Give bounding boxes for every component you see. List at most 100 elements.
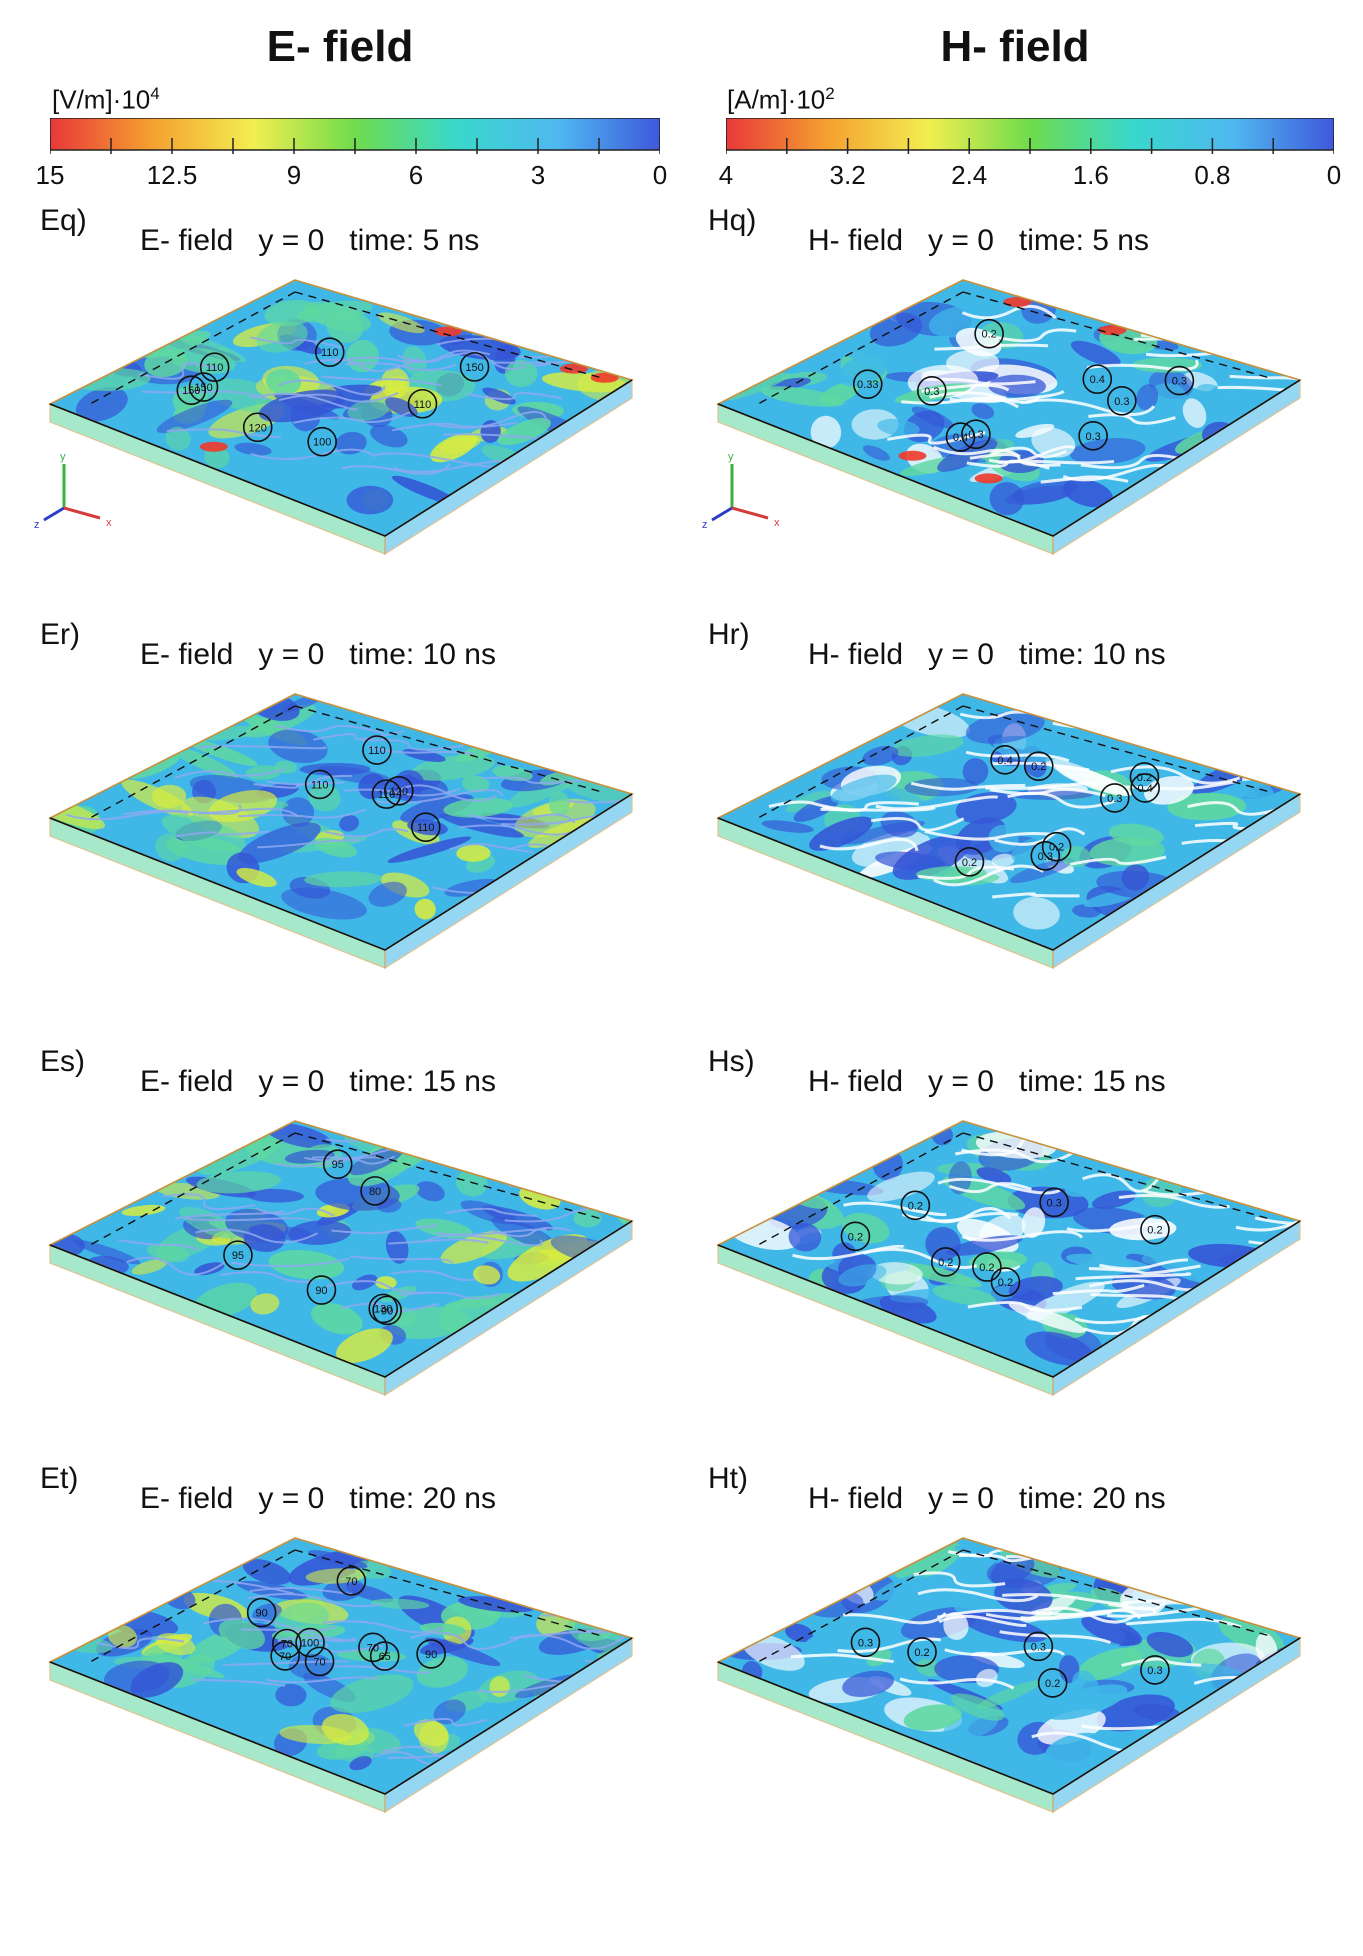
value-marker-label: 0.2 [1045, 1678, 1060, 1690]
value-marker-label: 70 [313, 1656, 325, 1668]
colorbar-tick-label: 3 [530, 160, 546, 190]
value-marker-circle [1140, 1655, 1170, 1685]
panel-title: E- field y = 0 time: 10 ns [140, 638, 496, 671]
hidden-back-edge [89, 1132, 296, 1246]
e-unit-exponent: 4 [150, 84, 160, 103]
value-marker-label: 110 [321, 347, 339, 359]
value-marker-circle [945, 422, 976, 452]
value-marker-circle [322, 1149, 353, 1179]
value-marker-label: 0.2 [1031, 761, 1046, 773]
value-marker-label: 120 [249, 422, 267, 434]
field-slab-render: 0.2 0.2 0.3 0.2 0.2 0.2 0.2 [716, 1120, 1302, 1397]
colorbar-tick-label: 15 [35, 160, 65, 190]
value-marker-label: 0.3 [1114, 396, 1129, 408]
panel-tag: Ht) [708, 1462, 748, 1495]
value-marker-label: 0.3 [1107, 793, 1122, 805]
hidden-back-edge [757, 1549, 964, 1663]
panel-title: E- field y = 0 time: 5 ns [140, 224, 480, 257]
value-marker-circle [840, 1221, 871, 1252]
value-marker-label: 110 [417, 822, 435, 834]
value-marker-circle [368, 1293, 399, 1324]
value-marker-circle [1030, 841, 1061, 871]
value-marker-circle [1129, 762, 1160, 792]
bounding-box-front-edge [49, 1220, 633, 1378]
hidden-back-edge [294, 705, 603, 793]
value-marker-label: 100 [301, 1638, 319, 1650]
value-marker-label: 70 [345, 1576, 357, 1588]
h-unit-exponent: 2 [825, 84, 835, 103]
value-marker-label: 110 [368, 745, 386, 757]
bounding-box-front-edge [717, 1637, 1301, 1795]
value-marker-label: 0.4 [997, 755, 1012, 767]
field-intensity-map [50, 694, 632, 950]
colorbar-tick-label: 0.8 [1194, 160, 1231, 190]
e-unit-base: [V/m]·10 [52, 84, 151, 115]
panel-tag: Er) [40, 618, 80, 651]
value-marker-label: 0.2 [1147, 1225, 1162, 1237]
value-marker-circle [954, 847, 985, 877]
value-marker-circle [1023, 1631, 1054, 1662]
value-marker-circle [961, 419, 991, 450]
value-marker-label: 0.4 [1090, 374, 1105, 386]
value-marker-label: 90 [256, 1608, 268, 1620]
value-marker-circle [930, 1247, 961, 1277]
value-marker-label: 0.2 [848, 1231, 863, 1243]
value-marker-circle [272, 1628, 302, 1659]
bounding-box-front-edge [717, 379, 1301, 537]
value-marker-label: 0.3 [1038, 851, 1053, 863]
field-slab-render: 0.20.30.20.20.40.30.20.4 [716, 693, 1302, 970]
axis-label: x [106, 517, 112, 529]
value-marker-label: 0.3 [1031, 1641, 1046, 1653]
value-marker-label: 0.2 [998, 1277, 1013, 1289]
hidden-back-edge [962, 1549, 1271, 1637]
value-marker-circle [336, 1566, 367, 1596]
value-marker-label: 110 [206, 362, 224, 374]
value-marker-label: 0.2 [908, 1200, 923, 1212]
panel-title: E- field y = 0 time: 15 ns [140, 1065, 496, 1098]
field-panel-hq: Hq) H- field y = 0 time: 5 ns 0.4 0.3 0.2 0.3… [702, 204, 1328, 614]
panel-tag: Hr) [708, 618, 750, 651]
value-marker-label: 110 [311, 779, 329, 791]
value-marker-circle [314, 337, 345, 367]
field-panel-ht: Ht) H- field y = 0 time: 20 ns 0.2 0.3 0.3 0.… [708, 1462, 1328, 1872]
colorbar-tick-label: 12.5 [146, 160, 198, 190]
value-marker-circle [974, 318, 1004, 349]
hidden-back-edge [757, 1132, 964, 1246]
value-marker-circle [295, 1627, 325, 1658]
field-panel-er: Er) E- field y = 0 time: 10 ns 110 110 110 12… [40, 618, 660, 1028]
value-marker-circle [383, 776, 414, 806]
hidden-back-edge [89, 1549, 296, 1663]
axis-label: y [60, 451, 66, 463]
field-intensity-map [50, 1121, 632, 1377]
value-marker-circle [360, 1176, 390, 1206]
value-marker-label: 0.3 [1172, 376, 1187, 388]
hidden-back-edge [962, 1132, 1271, 1220]
hidden-back-edge [962, 705, 1271, 793]
value-marker-label: 0.2 [981, 329, 996, 341]
hidden-back-edge [89, 291, 296, 405]
panel-title: H- field y = 0 time: 20 ns [808, 1482, 1166, 1515]
value-marker-circle [990, 1267, 1021, 1297]
axis-label: x [774, 517, 780, 529]
value-marker-circle [1082, 364, 1113, 394]
hidden-back-edge [757, 705, 964, 819]
value-marker-circle [307, 426, 337, 457]
value-marker-circle [1041, 831, 1072, 862]
field-slab-render: 0.2 0.3 0.3 0.2 0.3 [716, 1537, 1302, 1814]
value-marker-label: 110 [378, 789, 396, 801]
field-intensity-map [718, 1538, 1300, 1794]
h-field-column-title: H- field [940, 22, 1090, 71]
value-marker-circle [223, 1240, 253, 1270]
value-marker-label: 110 [414, 399, 432, 411]
e-field-column-title: E- field [266, 22, 414, 71]
value-marker-circle [176, 375, 207, 406]
field-intensity-map [718, 694, 1300, 950]
bounding-box-front-edge [49, 793, 633, 951]
panel-tag: Hs) [708, 1045, 755, 1078]
value-marker-circle [852, 369, 883, 399]
value-marker-circle [1140, 1214, 1170, 1245]
panel-title: E- field y = 0 time: 20 ns [140, 1482, 496, 1515]
colorbar-tick-label: 2.4 [951, 160, 988, 190]
value-marker-circle [242, 412, 273, 443]
field-panel-hr: Hr) H- field y = 0 time: 10 ns 0.2 0.3 0.2 0.… [708, 618, 1328, 1028]
